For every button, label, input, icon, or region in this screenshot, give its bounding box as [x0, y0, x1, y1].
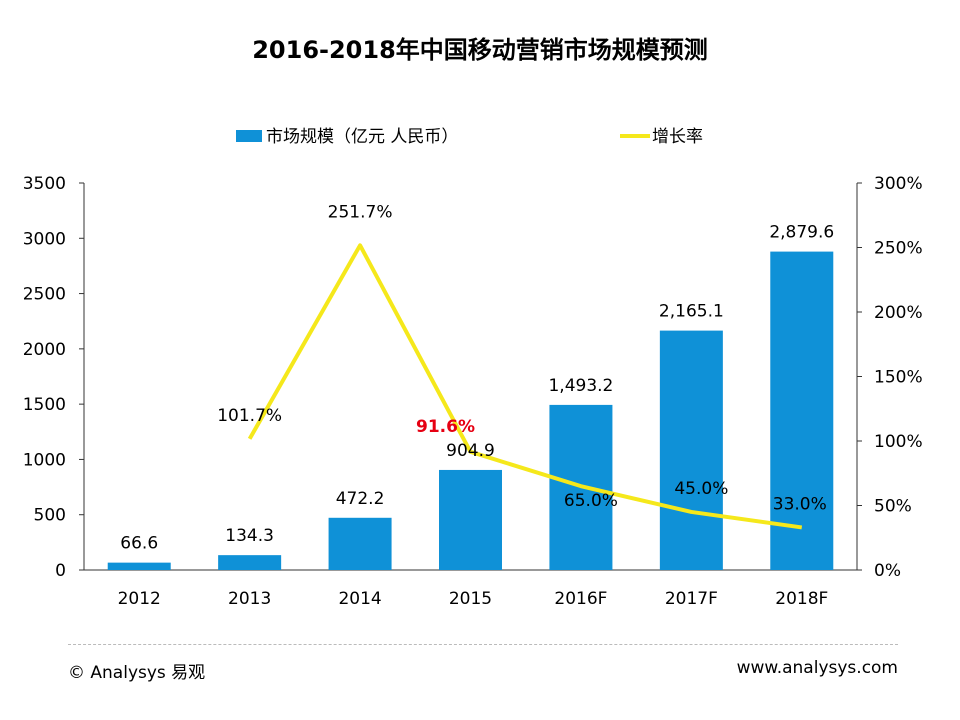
growth-line — [247, 243, 803, 530]
bar — [659, 330, 723, 570]
x-tick-label: 2015 — [449, 589, 492, 609]
line-value-label: 91.6% — [416, 417, 475, 437]
x-tick-label: 2017F — [665, 589, 718, 609]
left-tick-label: 2500 — [23, 285, 66, 305]
line-value-label: 101.7% — [217, 406, 282, 426]
bar — [328, 517, 392, 570]
line-value-label: 65.0% — [564, 491, 618, 511]
left-tick-label: 3000 — [23, 229, 66, 249]
bar-value-label: 472.2 — [336, 489, 385, 509]
axes: 0 500 1000 1500 2000 2500 3000 3500 0% 50% 100% 150… — [23, 174, 923, 609]
left-tick-label: 500 — [34, 506, 66, 526]
x-tick-label: 2013 — [228, 589, 271, 609]
left-tick-label: 0 — [55, 561, 66, 581]
line-value-label: 251.7% — [328, 202, 393, 222]
footer-copyright: © Analysys 易观 — [68, 663, 206, 683]
legend-bar-swatch — [236, 130, 262, 142]
left-tick-label: 1000 — [23, 450, 66, 470]
line-value-label: 45.0% — [674, 479, 728, 499]
right-tick-label: 250% — [874, 239, 923, 259]
bar-value-label: 134.3 — [225, 526, 274, 546]
growth-line-path — [247, 243, 803, 530]
line-value-label: 33.0% — [773, 494, 827, 514]
footer-divider — [68, 644, 898, 645]
bar-value-label: 2,165.1 — [659, 302, 724, 322]
legend-bar-label: 市场规模（亿元 人民币） — [266, 127, 458, 147]
legend-line-label: 增长率 — [652, 127, 703, 147]
data-labels: 66.6 134.3 472.2 904.9 1,493.2 2,165.1 2,879.6… — [120, 202, 834, 553]
left-tick-label: 1500 — [23, 395, 66, 415]
bar — [439, 469, 502, 570]
right-tick-label: 200% — [874, 303, 923, 323]
x-tick-label: 2014 — [338, 589, 381, 609]
bar-value-label: 904.9 — [446, 441, 495, 461]
right-tick-label: 150% — [874, 368, 923, 388]
bar — [218, 555, 282, 570]
right-tick-label: 100% — [874, 432, 923, 452]
bar-value-label: 1,493.2 — [548, 376, 613, 396]
bar — [107, 562, 171, 570]
x-tick-label: 2016F — [554, 589, 607, 609]
legend: 市场规模（亿元 人民币） 增长率 — [236, 127, 703, 147]
right-tick-label: 300% — [874, 174, 923, 194]
bar-value-label: 2,879.6 — [769, 223, 834, 243]
left-tick-label: 2000 — [23, 340, 66, 360]
right-tick-label: 0% — [874, 561, 901, 581]
right-tick-label: 50% — [874, 497, 912, 517]
bar-value-label: 66.6 — [120, 534, 158, 554]
footer-website[interactable]: www.analysys.com — [736, 658, 898, 678]
x-tick-label: 2012 — [118, 589, 161, 609]
left-tick-label: 3500 — [23, 174, 66, 194]
bars — [107, 251, 834, 570]
chart-title: 2016-2018年中国移动营销市场规模预测 — [252, 36, 708, 64]
bar — [770, 251, 834, 570]
x-tick-label: 2018F — [775, 589, 828, 609]
